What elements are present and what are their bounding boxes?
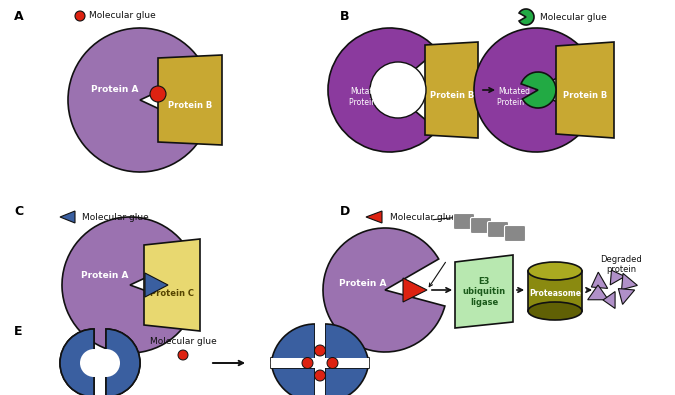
Ellipse shape: [528, 302, 582, 320]
Wedge shape: [474, 28, 590, 152]
Circle shape: [92, 349, 120, 377]
Bar: [86, 355, 114, 371]
Text: Protein A: Protein A: [81, 271, 129, 280]
Polygon shape: [610, 270, 625, 285]
Circle shape: [75, 11, 85, 21]
Wedge shape: [271, 358, 315, 395]
Text: Molecular glue: Molecular glue: [390, 213, 457, 222]
Text: B: B: [340, 10, 350, 23]
Text: Mutated
Protein A: Mutated Protein A: [348, 87, 383, 107]
Text: Protein A: Protein A: [340, 278, 387, 288]
Wedge shape: [60, 329, 94, 395]
Wedge shape: [271, 324, 315, 368]
Text: Protein B: Protein B: [168, 100, 212, 109]
Text: Protein C: Protein C: [150, 288, 194, 297]
Wedge shape: [521, 72, 556, 108]
Text: Ub: Ub: [475, 221, 487, 230]
Polygon shape: [425, 42, 478, 138]
Text: Ub: Ub: [458, 217, 470, 226]
FancyBboxPatch shape: [504, 226, 526, 241]
Text: Molecular glue: Molecular glue: [89, 11, 156, 21]
Polygon shape: [618, 289, 634, 305]
Polygon shape: [60, 211, 75, 223]
Bar: [315, 314, 325, 395]
Polygon shape: [622, 273, 637, 290]
Polygon shape: [603, 292, 615, 308]
Bar: [271, 358, 369, 368]
FancyBboxPatch shape: [470, 218, 491, 233]
Circle shape: [302, 357, 313, 369]
Polygon shape: [588, 285, 608, 300]
Polygon shape: [591, 272, 608, 288]
Text: Protein A: Protein A: [91, 85, 139, 94]
Polygon shape: [455, 255, 513, 328]
Text: Protein B: Protein B: [430, 90, 474, 100]
FancyBboxPatch shape: [454, 214, 475, 229]
Polygon shape: [556, 42, 614, 138]
Text: Mutated
Protein A: Mutated Protein A: [497, 87, 531, 107]
Wedge shape: [106, 329, 140, 395]
Text: Molecular glue: Molecular glue: [150, 337, 217, 346]
Circle shape: [370, 62, 426, 118]
Text: D: D: [340, 205, 350, 218]
Circle shape: [315, 345, 325, 356]
Polygon shape: [145, 273, 168, 297]
Wedge shape: [106, 329, 140, 395]
Text: E: E: [14, 325, 22, 338]
Polygon shape: [144, 239, 200, 331]
Polygon shape: [403, 278, 427, 302]
Polygon shape: [158, 55, 222, 145]
Circle shape: [80, 349, 108, 377]
Text: Molecular glue: Molecular glue: [82, 213, 148, 222]
Wedge shape: [62, 217, 194, 353]
Wedge shape: [60, 329, 94, 395]
Text: Molecular glue: Molecular glue: [540, 13, 607, 21]
Text: Ub: Ub: [509, 229, 521, 238]
Circle shape: [315, 370, 325, 381]
Text: Degraded
protein: Degraded protein: [600, 255, 642, 275]
Polygon shape: [366, 211, 382, 223]
Text: Ub: Ub: [492, 225, 504, 234]
Ellipse shape: [528, 262, 582, 280]
Text: C: C: [14, 205, 23, 218]
Text: E3
ubiquitin
ligase: E3 ubiquitin ligase: [462, 277, 506, 307]
Circle shape: [327, 357, 338, 369]
Wedge shape: [325, 358, 369, 395]
Circle shape: [150, 86, 166, 102]
Text: Proteasome: Proteasome: [529, 288, 581, 297]
Wedge shape: [325, 324, 369, 368]
FancyBboxPatch shape: [487, 222, 508, 237]
Wedge shape: [323, 228, 445, 352]
Wedge shape: [328, 28, 437, 152]
Wedge shape: [519, 9, 534, 25]
Text: Protein B: Protein B: [563, 90, 607, 100]
Bar: [528, 271, 582, 311]
Text: A: A: [14, 10, 24, 23]
Circle shape: [178, 350, 188, 360]
Wedge shape: [68, 28, 205, 172]
